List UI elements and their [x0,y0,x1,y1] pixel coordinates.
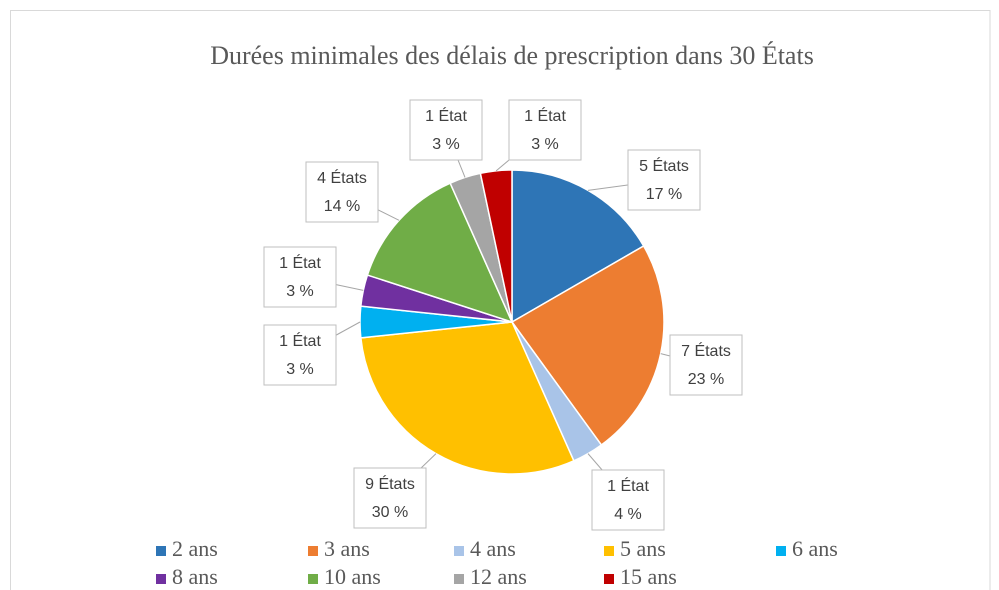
legend-label: 2 ans [172,536,218,561]
data-label-percent: 23 % [688,371,724,388]
data-label: 9 États [365,474,415,493]
legend-swatch [156,546,166,556]
legend-swatch [454,574,464,584]
data-label-box [263,246,337,308]
legend-label: 8 ans [172,564,218,589]
legend-label: 5 ans [620,536,666,561]
data-label-box [263,324,337,386]
data-label-percent: 14 % [324,198,360,215]
legend-label: 3 ans [324,536,370,561]
legend-swatch [604,546,614,556]
pie-slice [366,182,514,324]
data-label-percent: 3 % [286,283,314,300]
data-label-box [627,149,701,211]
data-label-box [591,469,665,531]
legend-label: 4 ans [470,536,516,561]
pie-slice [479,169,513,323]
chart-border [10,10,991,590]
legend-label: 10 ans [324,564,381,589]
data-label-box [353,467,427,529]
data-label: 4 États [317,168,367,187]
pie-slice [360,321,575,475]
data-label: 1 État [524,106,566,125]
data-label-percent: 4 % [614,506,642,523]
data-label-percent: 3 % [531,136,559,153]
legend-swatch [454,546,464,556]
data-label-percent: 17 % [646,186,682,203]
data-label-box [508,99,582,161]
data-label-percent: 3 % [432,136,460,153]
data-label: 7 États [681,341,731,360]
data-label-percent: 3 % [286,361,314,378]
legend-swatch [776,546,786,556]
data-label-box [305,161,379,223]
data-label: 1 État [279,253,321,272]
legend-swatch [604,574,614,584]
data-label-box [669,334,743,396]
legend-swatch [308,574,318,584]
legend-swatch [308,546,318,556]
data-label-percent: 30 % [372,504,408,521]
data-label: 1 État [607,476,649,495]
legend-label: 15 ans [620,564,677,589]
chart-title: Durées minimales des délais de prescript… [210,41,814,70]
legend-swatch [156,574,166,584]
legend-label: 6 ans [792,536,838,561]
data-label: 1 État [279,331,321,350]
data-label: 5 États [639,156,689,175]
legend-label: 12 ans [470,564,527,589]
data-label: 1 État [425,106,467,125]
data-label-box [409,99,483,161]
